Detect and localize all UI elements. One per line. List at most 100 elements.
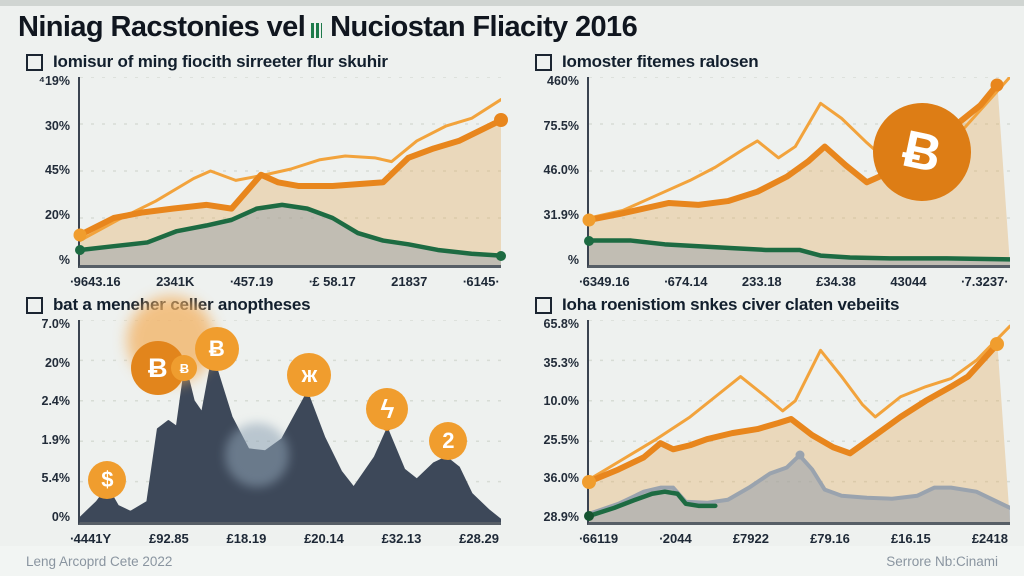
x-axis: ∙4441Y £92.85 £18.19 £20.14 £32.13 £28.29 (14, 525, 501, 546)
x-tick-label: ∙674.14 (664, 274, 708, 289)
data-point-marker (496, 250, 506, 261)
y-tick-label: 5.4% (41, 471, 71, 485)
sparkline-icon (311, 23, 323, 38)
y-tick-label: 45% (44, 163, 70, 178)
checkbox-icon[interactable] (535, 296, 552, 314)
y-tick-label: 75.5% (543, 118, 579, 133)
page-title-left: Niniag Racstonies vel (18, 11, 306, 43)
chart-subtitle: Ioha roenistiom snkes civer claten vebei… (535, 295, 1010, 315)
chart-subtitle: Iomisur of ming fiocith sirreeter flur s… (26, 52, 501, 72)
page-title: Niniag Racstonies vel Nuciostan Fliacity… (18, 11, 1004, 44)
y-tick-label: % (58, 252, 70, 267)
y-tick-label: 2.4% (41, 394, 71, 408)
data-point-marker (73, 228, 87, 242)
chart-subtitle: Iomoster fitemes ralosen (535, 52, 1010, 72)
panel-bottom-left: bat a meneher celler anoptheses 7.0%20%2… (14, 289, 501, 546)
chart-plot (582, 320, 1010, 525)
x-axis: ∙66119 ∙2044 £7922 £79.16 £16.15 £2418 (523, 525, 1010, 546)
y-tick-label: 7.0% (41, 317, 71, 331)
x-tick-label: ∙2044 (659, 531, 692, 546)
data-point-marker (795, 450, 804, 460)
x-axis: ∙6349.16 ∙674.14 233.18 £34.38 43044 ∙7.3237∙ (523, 268, 1010, 289)
y-tick-label: 46.0% (543, 163, 579, 178)
chart-subtitle-text: Iomisur of ming fiocith sirreeter flur s… (53, 52, 388, 71)
y-tick-label: 65.8% (543, 317, 579, 331)
data-point-marker (582, 213, 596, 227)
chart-plot (73, 77, 508, 268)
x-tick-label: £2418 (971, 531, 1008, 546)
panel-bottom-right: Ioha roenistiom snkes civer claten vebei… (523, 289, 1010, 546)
x-tick-label: 21837 (391, 274, 428, 289)
figure-badge: ж (287, 352, 332, 397)
y-tick-label: 35.3% (543, 355, 579, 370)
checkbox-icon[interactable] (26, 53, 43, 71)
x-tick-label: ∙£ 58.17 (308, 274, 356, 289)
y-tick-label: 36.0% (543, 471, 579, 485)
y-axis: 65.8% 35.3% 10.0% 25.5% 36.0% 28.9% (523, 317, 587, 525)
x-tick-label: £28.29 (459, 531, 499, 546)
top-strip (0, 0, 1024, 6)
chart-canvas (589, 320, 1010, 522)
y-tick-label: 25.5% (543, 432, 579, 447)
y-tick-label: 31.9% (543, 207, 579, 222)
y-tick-label: 1.9% (41, 432, 71, 447)
x-tick-label: £7922 (732, 531, 769, 546)
x-tick-label: ∙9643.16 (70, 274, 121, 289)
x-tick-label: £32.13 (381, 531, 422, 546)
x-tick-label: £79.16 (810, 531, 850, 546)
x-tick-label: ∙7.3237∙ (960, 274, 1008, 289)
x-tick-label: ∙66119 (579, 531, 619, 546)
y-tick-label: % (567, 252, 579, 267)
chart-subtitle: bat a meneher celler anoptheses (26, 295, 501, 315)
checkbox-icon[interactable] (535, 53, 552, 71)
footer-source-left: Leng Arcoprd Cete 2022 (26, 553, 173, 569)
x-tick-label: 233.18 (741, 274, 782, 289)
lightning-badge: ϟ (366, 387, 409, 430)
y-tick-label: 460% (547, 74, 579, 88)
bitcoin-badge-small: Ƀ (171, 355, 198, 382)
y-tick-label: 20% (44, 207, 70, 222)
x-tick-label: £34.38 (816, 274, 856, 289)
data-point-marker (75, 244, 85, 255)
x-axis: ∙9643.16 2341K ∙457.19 ∙£ 58.17 21837 ∙6145∙ (14, 268, 501, 289)
chart-plot: Ƀ (582, 77, 1010, 268)
dollar-badge: $ (88, 460, 127, 499)
x-tick-label: ∙6349.16 (579, 274, 630, 289)
x-tick-label: £92.85 (148, 531, 189, 546)
bitcoin-badge-2: Ƀ (194, 327, 239, 372)
chart-grid: Iomisur of ming fiocith sirreeter flur s… (0, 44, 1024, 546)
y-tick-label: 28.9% (543, 509, 579, 524)
chart-canvas (80, 77, 501, 265)
page-title-right: Nuciostan Fliacity 2016 (330, 11, 638, 43)
footer-source-right: Serrore Nb:Cinami (886, 553, 998, 569)
haze-circle (224, 423, 289, 488)
data-point-marker (584, 510, 594, 521)
chart-canvas (80, 320, 501, 522)
checkbox-icon[interactable] (26, 296, 43, 314)
y-tick-label: 20% (44, 355, 70, 370)
y-axis: ⁴19% 30% 45% 20%% (14, 74, 78, 268)
data-point-marker (584, 235, 594, 246)
chart-subtitle-text: Ioha roenistiom snkes civer claten vebei… (562, 295, 900, 314)
data-point-marker (990, 337, 1005, 352)
y-axis: 7.0% 20% 2.4% 1.9% 5.4% 0% (14, 317, 78, 525)
x-tick-label: £20.14 (304, 531, 344, 546)
number-2-badge: 2 (429, 422, 468, 461)
x-tick-label: 2341K (156, 274, 195, 289)
page-footer: Leng Arcoprd Cete 2022 Serrore Nb:Cinami (0, 546, 1024, 576)
chart-subtitle-text: Iomoster fitemes ralosen (562, 52, 759, 71)
y-axis: 460% 75.5% 46.0% 31.9%% (523, 74, 587, 268)
x-tick-label: ∙457.19 (229, 274, 274, 289)
data-point-marker (582, 474, 596, 489)
data-point-marker (494, 113, 508, 128)
data-point-marker (990, 78, 1004, 92)
panel-top-left: Iomisur of ming fiocith sirreeter flur s… (14, 46, 508, 289)
y-tick-label: 0% (51, 509, 70, 524)
x-tick-label: £18.19 (226, 531, 267, 546)
x-tick-label: £16.15 (890, 531, 931, 546)
y-tick-label: ⁴19% (38, 74, 70, 88)
page-header: Niniag Racstonies vel Nuciostan Fliacity… (0, 6, 1024, 44)
x-tick-label: ∙4441Y (70, 531, 112, 546)
x-tick-label: 43044 (890, 274, 927, 289)
